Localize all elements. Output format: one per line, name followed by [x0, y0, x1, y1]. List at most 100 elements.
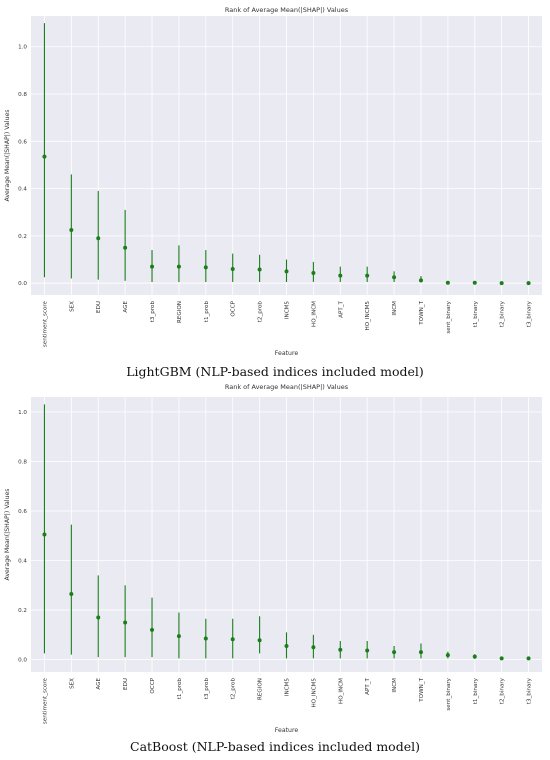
data-point — [445, 280, 450, 285]
x-tick-label: t2_prob — [231, 678, 237, 700]
x-tick-label: EDU — [123, 678, 129, 690]
x-tick-label: OCCP — [150, 677, 156, 693]
x-tick-label: TOWN_T — [419, 677, 425, 702]
data-point — [526, 656, 531, 661]
data-point — [96, 236, 101, 241]
data-point — [230, 266, 235, 271]
data-point — [150, 627, 155, 632]
chart-title: Rank of Average Mean(|SHAP|) Values — [225, 6, 349, 14]
data-point — [150, 264, 155, 269]
y-tick-label: 1.0 — [18, 410, 27, 416]
data-point — [203, 636, 208, 641]
data-point — [526, 281, 531, 286]
x-tick-label: t1_prob — [177, 678, 183, 700]
x-tick-label: t2_binary — [500, 677, 506, 704]
x-tick-label: t2_prob — [258, 301, 264, 323]
chart-caption: CatBoost (NLP-based indices included mod… — [130, 739, 420, 754]
x-tick-label: OCCP — [231, 300, 237, 316]
data-point — [392, 275, 397, 280]
x-tick-label: sentiment_score — [42, 677, 48, 724]
catboost-chart-panel: 0.0 0.2 0.4 0.6 0.8 1.0 sentiment_score SEX AGE… — [4, 383, 542, 754]
x-tick-label: HO_INCM5 — [311, 678, 317, 708]
data-point — [230, 637, 235, 642]
data-point — [69, 591, 74, 596]
x-tick-label: t3_binary — [527, 300, 533, 327]
x-tick-label: INCM5 — [285, 301, 291, 320]
y-tick-label: 0.2 — [18, 608, 27, 614]
y-tick-labels: 0.0 0.2 0.4 0.6 0.8 1.0 — [18, 45, 27, 287]
data-point — [311, 645, 316, 650]
x-tick-label: sent_binary — [446, 300, 452, 333]
x-tick-label: t2_binary — [500, 300, 506, 327]
gridlines — [31, 16, 542, 295]
x-tick-label: AGE — [123, 301, 129, 313]
x-tick-label: TOWN_T — [419, 300, 425, 325]
x-tick-label: INCM — [392, 301, 398, 316]
data-point — [499, 281, 504, 286]
data-point — [418, 278, 423, 283]
data-point — [203, 265, 208, 270]
y-tick-label: 0.0 — [18, 658, 27, 664]
y-tick-label: 0.2 — [18, 234, 27, 240]
x-tick-label: sent_binary — [446, 677, 452, 710]
data-point — [284, 269, 289, 274]
gridlines — [31, 397, 542, 672]
x-axis-label: Feature — [275, 350, 299, 357]
data-point — [445, 653, 450, 658]
data-point — [472, 280, 477, 285]
x-tick-label: APT_T — [338, 300, 344, 317]
data-point — [176, 634, 181, 639]
data-point — [96, 615, 101, 620]
y-axis-label: Average Mean(|SHAP|) Values — [4, 110, 11, 202]
data-point — [338, 273, 343, 278]
x-tick-label: AGE — [96, 678, 102, 690]
x-tick-label: t1_binary — [473, 300, 479, 327]
x-tick-label: EDU — [96, 301, 102, 313]
x-tick-label: APT_T — [365, 677, 371, 694]
data-point — [365, 273, 370, 278]
x-tick-label: HO_INCM — [338, 678, 344, 704]
data-point — [338, 647, 343, 652]
data-point — [123, 620, 128, 625]
x-tick-label: SEX — [69, 301, 75, 312]
x-tick-labels: sentiment_score SEX EDU AGE t3_prob REGION t1_… — [42, 300, 532, 347]
data-point — [257, 267, 262, 272]
data-point — [42, 154, 47, 159]
x-tick-label: INCM — [392, 678, 398, 693]
y-tick-label: 0.6 — [18, 509, 27, 515]
y-tick-label: 0.0 — [18, 281, 27, 287]
error-bars-and-points — [42, 23, 531, 286]
x-tick-label: SEX — [69, 678, 75, 689]
x-tick-label: t3_prob — [204, 678, 210, 700]
x-tick-label: HO_INCM5 — [365, 301, 371, 331]
error-bars-and-points — [42, 404, 531, 661]
data-point — [284, 643, 289, 648]
data-point — [42, 532, 47, 537]
x-tick-label: REGION — [258, 678, 264, 700]
y-tick-labels: 0.0 0.2 0.4 0.6 0.8 1.0 — [18, 410, 27, 664]
y-tick-label: 0.8 — [18, 92, 27, 98]
x-tick-label: REGION — [177, 301, 183, 323]
x-tick-labels: sentiment_score SEX AGE EDU OCCP t1_prob t3_pr… — [42, 677, 532, 724]
y-axis-label: Average Mean(|SHAP|) Values — [4, 489, 11, 581]
data-point — [392, 650, 397, 655]
y-tick-label: 0.4 — [18, 559, 27, 565]
x-tick-label: sentiment_score — [42, 300, 48, 347]
x-tick-label: t3_binary — [527, 677, 533, 704]
data-point — [365, 648, 370, 653]
data-point — [69, 227, 74, 232]
data-point — [472, 654, 477, 659]
x-tick-label: t3_prob — [150, 301, 156, 323]
x-tick-label: t1_binary — [473, 677, 479, 704]
chart-title: Rank of Average Mean(|SHAP|) Values — [225, 383, 349, 391]
y-tick-label: 1.0 — [18, 45, 27, 51]
x-tick-label: t1_prob — [204, 301, 210, 323]
data-point — [418, 650, 423, 655]
chart-caption: LightGBM (NLP-based indices included mod… — [126, 364, 424, 379]
y-tick-label: 0.8 — [18, 459, 27, 465]
x-axis-label: Feature — [275, 727, 299, 734]
data-point — [499, 656, 504, 661]
data-point — [123, 245, 128, 250]
data-point — [311, 271, 316, 276]
x-tick-label: HO_INCM — [311, 301, 317, 327]
